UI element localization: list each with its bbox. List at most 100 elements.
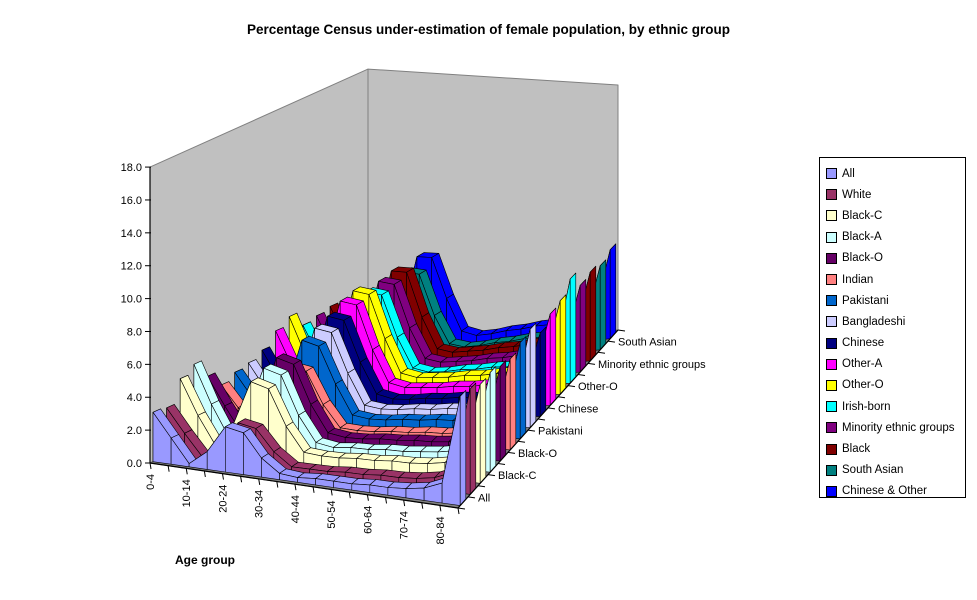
- y-tick-label: 2.0: [127, 425, 142, 437]
- legend-label: Indian: [842, 273, 874, 286]
- chart-title[interactable]: Percentage Census under-estimation of fe…: [246, 22, 731, 37]
- ribbon-end-cap: [479, 378, 487, 484]
- x-axis-tick: [149, 462, 152, 470]
- legend-label: All: [842, 167, 855, 180]
- series-axis-tick: [457, 507, 466, 510]
- ribbon-front: [225, 426, 244, 475]
- series-axis-tick: [607, 340, 616, 343]
- series-axis-tick: [547, 407, 556, 410]
- x-axis-tick: [258, 478, 261, 485]
- legend-item[interactable]: Black-A: [826, 227, 965, 248]
- x-axis-tick: [403, 499, 406, 507]
- legend-label: Irish-born: [842, 400, 891, 413]
- series-tick-label: Minority ethnic groups: [598, 359, 706, 371]
- y-tick-label: 16.0: [121, 195, 142, 207]
- series-axis-tick: [517, 440, 526, 443]
- series-tick-label: Black-O: [518, 448, 558, 460]
- legend-item[interactable]: Pakistani: [826, 290, 965, 311]
- x-axis-tick: [439, 505, 442, 512]
- legend-swatch-pakistani: [826, 295, 837, 307]
- legend-swatch-other-o: [826, 379, 837, 391]
- series-axis-tick: [597, 351, 606, 354]
- x-tick-label: 40-44: [290, 495, 302, 523]
- x-tick-label: 10-14: [181, 479, 193, 507]
- series-axis-tick: [467, 496, 476, 499]
- legend-item[interactable]: Other-A: [826, 354, 965, 375]
- x-axis-tick: [240, 476, 243, 483]
- x-tick-label: 30-34: [254, 490, 266, 518]
- series-axis-tick: [567, 385, 576, 388]
- legend-item[interactable]: Bangladeshi: [826, 311, 965, 332]
- ribbon-end-cap: [559, 294, 567, 395]
- legend-swatch-south-asian: [826, 464, 837, 476]
- ribbon-end-cap: [469, 382, 477, 495]
- series-tick-label: Black-C: [498, 470, 537, 482]
- legend-label: Bangladeshi: [842, 315, 906, 328]
- ribbon-all[interactable]: [152, 390, 467, 506]
- legend-swatch-black-o: [826, 252, 837, 264]
- ribbon-end-cap: [459, 390, 467, 506]
- ribbon-end-cap: [569, 272, 577, 384]
- series-axis-tick: [497, 463, 506, 465]
- ribbon-end-cap: [609, 243, 617, 340]
- legend-label: Black-C: [842, 209, 883, 222]
- legend-item[interactable]: Chinese: [826, 333, 965, 354]
- legend-swatch-other-a: [826, 358, 837, 370]
- legend-label: Black-O: [842, 252, 883, 265]
- ribbon-end-cap: [519, 336, 527, 440]
- x-tick-label: 20-24: [217, 485, 229, 513]
- legend-swatch-indian: [826, 274, 837, 286]
- legend-swatch-chinese-other: [826, 485, 837, 497]
- legend-item[interactable]: Other-O: [826, 375, 965, 396]
- x-axis-tick: [366, 494, 369, 501]
- x-axis-tick: [421, 502, 424, 509]
- y-tick-label: 14.0: [121, 228, 142, 240]
- series-axis-tick: [477, 485, 486, 488]
- legend-item[interactable]: Black-C: [826, 205, 965, 226]
- legend-item[interactable]: Black: [826, 438, 965, 459]
- legend-swatch-black: [826, 443, 837, 455]
- series-tick-label: South Asian: [618, 337, 677, 349]
- legend-item[interactable]: Minority ethnic groups: [826, 417, 965, 438]
- x-axis-tick: [385, 497, 388, 504]
- legend-item[interactable]: Irish-born: [826, 396, 965, 417]
- ribbon-end-cap: [589, 265, 597, 362]
- legend-swatch-minority-ethnic-groups: [826, 422, 837, 434]
- x-axis-tick: [167, 465, 170, 472]
- x-axis-tick: [330, 489, 333, 496]
- ribbon-end-cap: [529, 322, 537, 429]
- x-tick-label: 0-4: [145, 474, 157, 490]
- ribbon-end-cap: [599, 259, 607, 351]
- series-axis-tick: [487, 474, 496, 477]
- x-tick-label: 80-84: [435, 516, 447, 544]
- legend-item[interactable]: White: [826, 184, 965, 205]
- series-tick-label: All: [478, 492, 490, 504]
- legend-label: Chinese: [842, 337, 885, 350]
- series-axis-tick: [557, 396, 566, 399]
- ribbon-end-cap: [499, 360, 507, 462]
- y-tick-label: 0.0: [127, 458, 142, 470]
- legend-item[interactable]: Black-O: [826, 248, 965, 269]
- x-axis-tick: [221, 473, 224, 480]
- y-tick-label: 18.0: [121, 162, 142, 174]
- x-tick-label: 70-74: [399, 511, 411, 539]
- legend-item[interactable]: South Asian: [826, 460, 965, 481]
- legend-item[interactable]: All: [826, 163, 965, 184]
- legend-label: Minority ethnic groups: [842, 421, 955, 434]
- series-axis-tick: [507, 451, 516, 454]
- ribbon-end-cap: [489, 366, 497, 473]
- legend[interactable]: All White Black-C Black-A Black-O Indian Pakis…: [819, 157, 966, 498]
- legend-swatch-black-c: [826, 210, 837, 222]
- x-axis-tick: [185, 468, 188, 475]
- ribbon-end-cap: [579, 279, 587, 373]
- legend-item[interactable]: Chinese & Other: [826, 481, 965, 502]
- legend-label: White: [842, 188, 872, 201]
- legend-item[interactable]: Indian: [826, 269, 965, 290]
- legend-label: Pakistani: [842, 294, 889, 307]
- ribbon-end-cap: [549, 307, 557, 406]
- ribbon-end-cap: [509, 352, 517, 451]
- x-tick-label: 60-64: [362, 506, 374, 534]
- series-tick-label: Pakistani: [538, 426, 583, 438]
